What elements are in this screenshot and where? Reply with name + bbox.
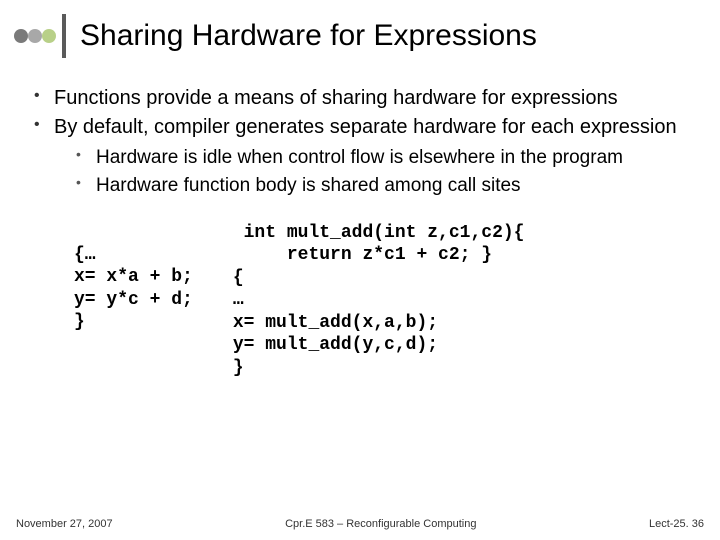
bullet-2: By default, compiler generates separate …: [34, 115, 686, 198]
dot-1: [14, 29, 28, 43]
bullet-list: Functions provide a means of sharing har…: [34, 86, 686, 198]
sub-bullet-2: Hardware function body is shared among c…: [76, 174, 686, 198]
slide-footer: November 27, 2007 Cpr.E 583 – Reconfigur…: [0, 518, 720, 530]
code-left: {… x= x*a + b; y= y*c + d; }: [74, 244, 193, 380]
dot-3: [42, 29, 56, 43]
footer-course: Cpr.E 583 – Reconfigurable Computing: [113, 518, 649, 530]
sub-bullet-list: Hardware is idle when control flow is el…: [76, 146, 686, 198]
sub-bullet-1: Hardware is idle when control flow is el…: [76, 146, 686, 170]
slide-content: Functions provide a means of sharing har…: [0, 58, 720, 379]
code-row: {… x= x*a + b; y= y*c + d; } int mult_ad…: [34, 222, 686, 380]
code-right: int mult_add(int z,c1,c2){ return z*c1 +…: [233, 222, 525, 380]
decoration-dots: [14, 29, 56, 43]
footer-page: Lect-25. 36: [649, 518, 704, 530]
bullet-1: Functions provide a means of sharing har…: [34, 86, 686, 111]
slide-title: Sharing Hardware for Expressions: [80, 19, 537, 53]
slide-header: Sharing Hardware for Expressions: [0, 0, 720, 58]
bullet-2-text: By default, compiler generates separate …: [54, 116, 677, 138]
dot-2: [28, 29, 42, 43]
footer-date: November 27, 2007: [16, 518, 113, 530]
vertical-bar: [62, 14, 66, 58]
